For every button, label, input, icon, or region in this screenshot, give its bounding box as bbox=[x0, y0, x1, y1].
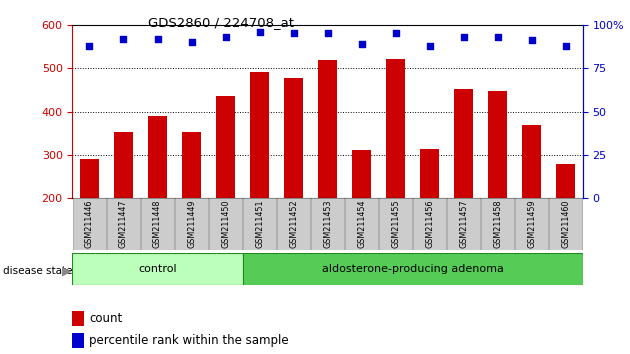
Bar bbox=[72, 253, 243, 285]
Text: aldosterone-producing adenoma: aldosterone-producing adenoma bbox=[322, 264, 503, 274]
Text: GSM211460: GSM211460 bbox=[561, 200, 570, 248]
Bar bbox=[250, 72, 269, 198]
Bar bbox=[284, 78, 303, 198]
Point bbox=[289, 30, 299, 36]
Bar bbox=[386, 59, 405, 198]
Text: GSM211456: GSM211456 bbox=[425, 200, 434, 248]
Text: GDS2860 / 224708_at: GDS2860 / 224708_at bbox=[148, 16, 294, 29]
Text: GSM211458: GSM211458 bbox=[493, 200, 502, 248]
Point bbox=[425, 43, 435, 48]
Bar bbox=[413, 198, 446, 250]
Bar bbox=[216, 96, 235, 198]
Text: GSM211449: GSM211449 bbox=[187, 200, 196, 248]
Bar bbox=[72, 310, 84, 326]
Bar bbox=[277, 198, 310, 250]
Bar bbox=[107, 198, 140, 250]
Text: count: count bbox=[89, 312, 123, 325]
Bar bbox=[148, 116, 167, 198]
Bar bbox=[352, 150, 371, 198]
Text: GSM211459: GSM211459 bbox=[527, 200, 536, 248]
Bar bbox=[114, 132, 133, 198]
Bar bbox=[209, 198, 242, 250]
Point bbox=[527, 38, 537, 43]
Point bbox=[323, 30, 333, 36]
Bar bbox=[549, 198, 582, 250]
Bar bbox=[454, 89, 473, 198]
Bar bbox=[182, 132, 201, 198]
Text: control: control bbox=[138, 264, 177, 274]
Bar bbox=[488, 91, 507, 198]
Text: GSM211447: GSM211447 bbox=[119, 200, 128, 248]
Point bbox=[152, 36, 163, 41]
Bar bbox=[318, 60, 337, 198]
Point bbox=[459, 34, 469, 40]
Bar bbox=[243, 198, 276, 250]
Point bbox=[561, 43, 571, 48]
Text: GSM211453: GSM211453 bbox=[323, 200, 332, 248]
Bar bbox=[73, 198, 106, 250]
Point bbox=[220, 34, 231, 40]
Bar bbox=[379, 198, 412, 250]
Bar bbox=[345, 198, 378, 250]
Bar bbox=[72, 333, 84, 348]
Bar bbox=[420, 149, 439, 198]
Text: GSM211452: GSM211452 bbox=[289, 200, 298, 248]
Point bbox=[357, 41, 367, 47]
Point bbox=[255, 29, 265, 35]
Bar bbox=[243, 253, 583, 285]
Bar bbox=[311, 198, 344, 250]
Point bbox=[118, 36, 129, 41]
Text: GSM211450: GSM211450 bbox=[221, 200, 230, 248]
Bar bbox=[481, 198, 514, 250]
Bar bbox=[522, 125, 541, 198]
Text: GSM211455: GSM211455 bbox=[391, 200, 400, 248]
Text: GSM211454: GSM211454 bbox=[357, 200, 366, 248]
Bar bbox=[515, 198, 548, 250]
Text: GSM211457: GSM211457 bbox=[459, 200, 468, 248]
Text: ▶: ▶ bbox=[62, 264, 71, 277]
Point bbox=[186, 39, 197, 45]
Bar bbox=[80, 159, 99, 198]
Text: disease state: disease state bbox=[3, 266, 72, 276]
Text: GSM211446: GSM211446 bbox=[85, 200, 94, 248]
Bar bbox=[447, 198, 480, 250]
Bar bbox=[141, 198, 174, 250]
Point bbox=[391, 30, 401, 36]
Text: GSM211451: GSM211451 bbox=[255, 200, 264, 248]
Bar bbox=[556, 164, 575, 198]
Point bbox=[84, 43, 94, 48]
Bar bbox=[175, 198, 208, 250]
Text: percentile rank within the sample: percentile rank within the sample bbox=[89, 334, 289, 347]
Point bbox=[493, 34, 503, 40]
Text: GSM211448: GSM211448 bbox=[153, 200, 162, 248]
